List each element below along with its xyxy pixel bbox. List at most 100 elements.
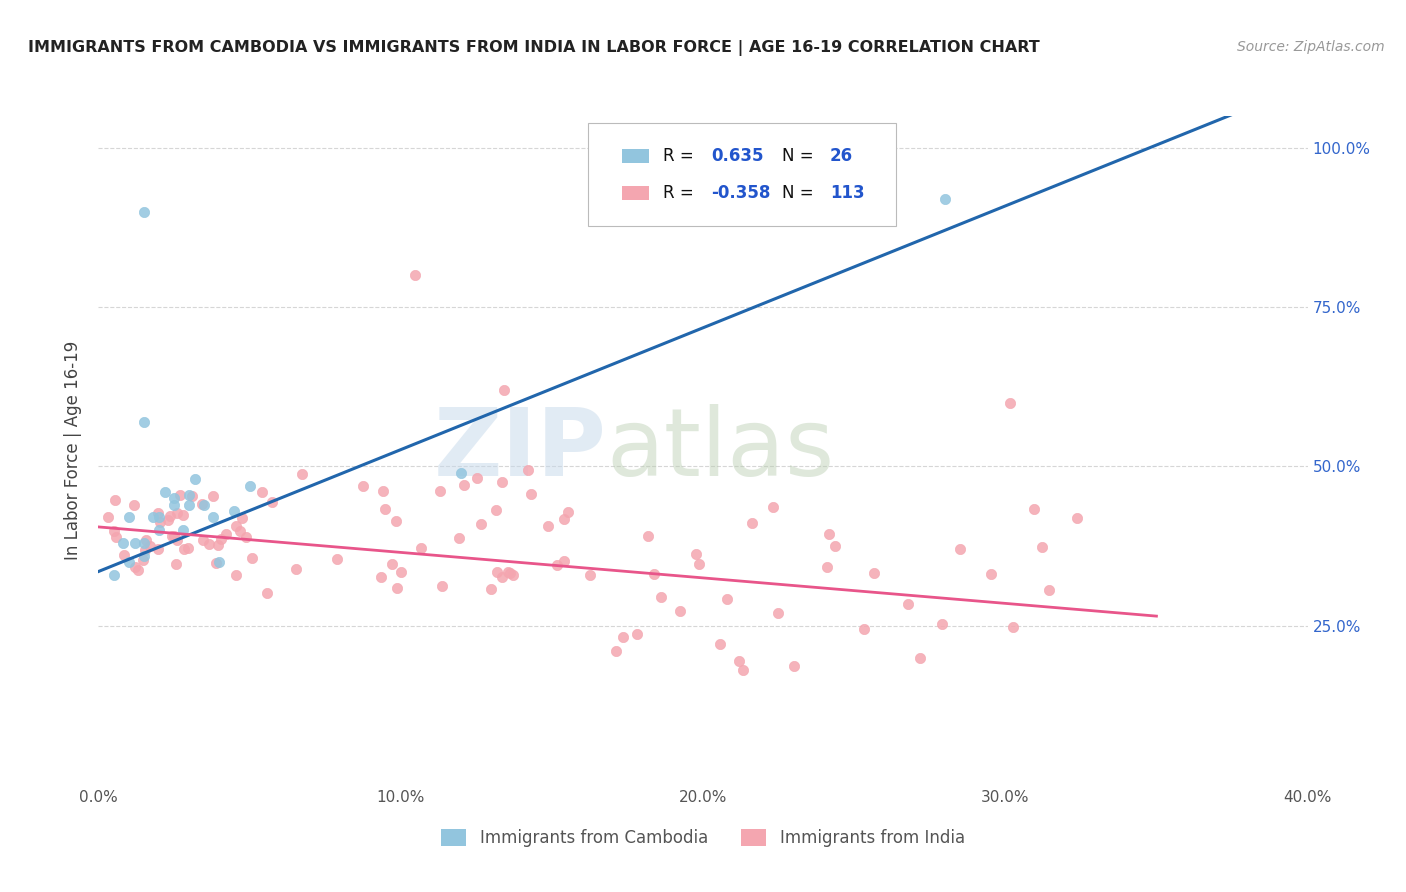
Point <box>127 563 149 577</box>
Point <box>650 590 672 604</box>
Point <box>557 505 579 519</box>
Point <box>193 498 215 512</box>
Point <box>97 510 120 524</box>
Point <box>118 510 141 524</box>
Text: atlas: atlas <box>606 404 835 497</box>
Point <box>484 503 506 517</box>
Point <box>124 560 146 574</box>
Point <box>104 492 127 507</box>
Point <box>252 485 274 500</box>
Point <box>132 204 155 219</box>
Point <box>553 554 575 568</box>
Point <box>1038 583 1060 598</box>
Text: 0.635: 0.635 <box>711 147 763 165</box>
Point <box>352 479 374 493</box>
Point <box>553 511 575 525</box>
Point <box>429 483 451 498</box>
Point <box>492 383 515 397</box>
Point <box>485 565 508 579</box>
Point <box>142 510 165 524</box>
Point <box>381 558 404 572</box>
Point <box>198 537 221 551</box>
Point <box>205 557 228 571</box>
Point <box>998 395 1021 409</box>
Point <box>817 560 839 574</box>
Point <box>173 542 195 557</box>
Point <box>207 539 229 553</box>
Point <box>496 566 519 580</box>
Point <box>853 622 876 636</box>
Point <box>863 566 886 580</box>
Point <box>728 654 751 668</box>
Point <box>741 516 763 530</box>
Point <box>762 500 785 514</box>
FancyBboxPatch shape <box>621 149 648 163</box>
Point <box>166 533 188 548</box>
Point <box>479 582 502 597</box>
Point <box>215 527 238 541</box>
Point <box>172 508 194 522</box>
Point <box>153 484 176 499</box>
Point <box>643 567 665 582</box>
Point <box>709 637 731 651</box>
Point <box>291 467 314 481</box>
Point <box>239 478 262 492</box>
Point <box>537 519 560 533</box>
Text: ZIP: ZIP <box>433 404 606 497</box>
Point <box>225 567 247 582</box>
Point <box>202 490 225 504</box>
Text: R =: R = <box>664 184 699 202</box>
Point <box>124 536 146 550</box>
Point <box>1002 620 1025 634</box>
Point <box>404 268 426 283</box>
FancyBboxPatch shape <box>588 123 897 227</box>
Point <box>225 518 247 533</box>
Point <box>139 539 162 553</box>
Point <box>910 651 932 665</box>
Point <box>208 555 231 569</box>
Point <box>716 592 738 607</box>
Point <box>149 515 172 529</box>
Text: Source: ZipAtlas.com: Source: ZipAtlas.com <box>1237 40 1385 54</box>
Point <box>447 531 470 545</box>
Point <box>132 536 155 550</box>
Point <box>766 606 789 620</box>
Point <box>157 513 180 527</box>
Point <box>256 586 278 600</box>
Point <box>371 483 394 498</box>
Point <box>385 581 408 595</box>
Point <box>818 527 841 541</box>
Text: 113: 113 <box>830 184 865 202</box>
Point <box>949 541 972 556</box>
Point <box>165 557 187 571</box>
Point <box>626 627 648 641</box>
Point <box>605 644 627 658</box>
Point <box>389 566 412 580</box>
Point <box>499 566 522 580</box>
Point <box>148 523 170 537</box>
Point <box>612 630 634 644</box>
Point <box>934 192 956 206</box>
Point <box>897 597 920 611</box>
Point <box>103 524 125 539</box>
Point <box>1066 511 1088 525</box>
Point <box>240 550 263 565</box>
Point <box>134 542 156 557</box>
Text: IMMIGRANTS FROM CAMBODIA VS IMMIGRANTS FROM INDIA IN LABOR FORCE | AGE 16-19 COR: IMMIGRANTS FROM CAMBODIA VS IMMIGRANTS F… <box>28 40 1040 56</box>
Point <box>516 462 538 476</box>
Point <box>231 511 253 525</box>
Point <box>370 570 392 584</box>
Point <box>228 524 250 539</box>
Point <box>163 491 186 506</box>
Point <box>122 498 145 512</box>
Point <box>111 536 134 550</box>
Point <box>146 506 169 520</box>
Point <box>166 506 188 520</box>
Legend: Immigrants from Cambodia, Immigrants from India: Immigrants from Cambodia, Immigrants fro… <box>434 822 972 854</box>
Point <box>191 533 214 547</box>
Point <box>224 504 246 518</box>
Point <box>132 549 155 563</box>
Point <box>132 553 155 567</box>
Point <box>235 530 257 544</box>
Point <box>1031 541 1053 555</box>
